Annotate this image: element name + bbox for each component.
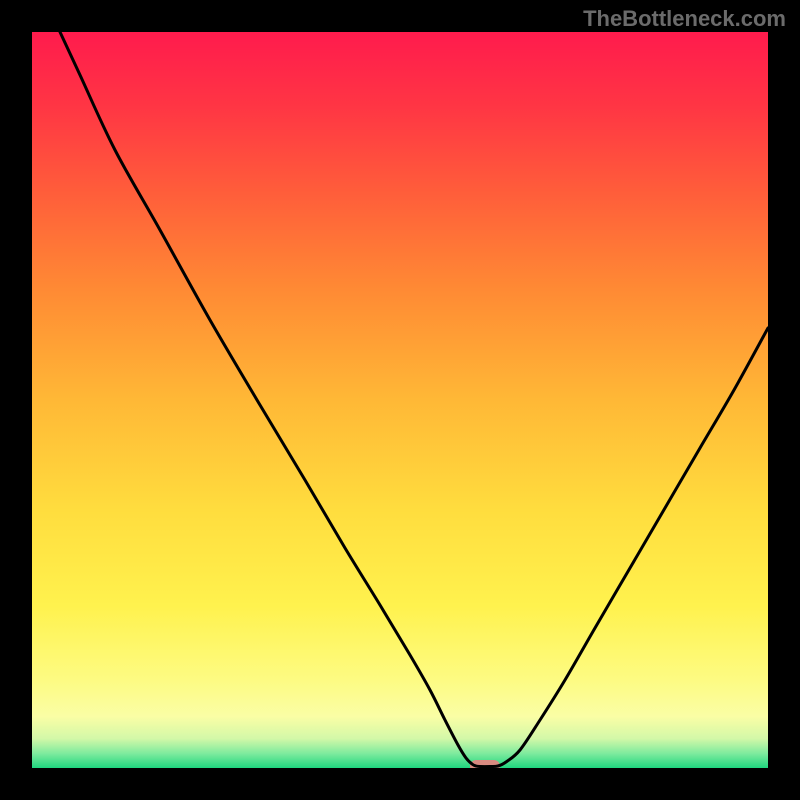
plot-background (32, 32, 768, 768)
chart-container: TheBottleneck.com (0, 0, 800, 800)
watermark-text: TheBottleneck.com (583, 6, 786, 32)
bottleneck-curve-chart (0, 0, 800, 800)
